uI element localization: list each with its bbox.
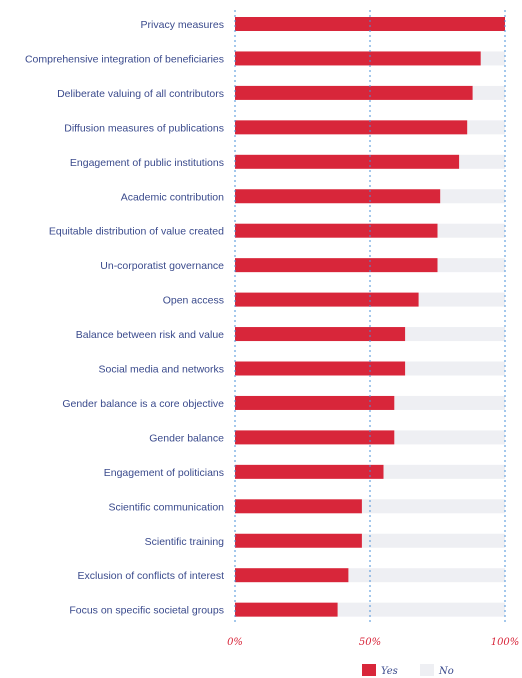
bar-yes-2 <box>235 85 473 100</box>
bar-no-9 <box>405 327 505 342</box>
x-tick-label: 50% <box>359 637 381 648</box>
bar-yes-0 <box>235 17 505 31</box>
bar-no-7 <box>437 258 505 273</box>
category-label: Social media and networks <box>99 364 224 376</box>
legend-swatch-yes <box>362 664 376 676</box>
bar-no-11 <box>394 395 505 410</box>
category-label: Focus on specific societal groups <box>69 605 224 617</box>
category-label: Open access <box>163 295 224 307</box>
bar-no-16 <box>348 568 505 583</box>
bar-no-1 <box>480 51 505 66</box>
bar-no-2 <box>472 85 505 100</box>
bar-yes-1 <box>235 51 481 66</box>
bar-yes-6 <box>235 223 438 238</box>
x-axis-tick-labels: 0% 50% 100% <box>227 637 519 648</box>
x-tick-label: 100% <box>491 637 520 648</box>
legend-label-yes: Yes <box>381 666 398 677</box>
yes-series-bars <box>235 17 505 617</box>
category-label: Engagement of politicians <box>104 467 224 479</box>
bar-yes-13 <box>235 464 384 479</box>
category-labels: Privacy measures Comprehensive integratio… <box>25 19 224 617</box>
category-label: Gender balance is a core objective <box>62 398 224 410</box>
category-label: Un-corporatist governance <box>100 260 224 272</box>
bar-yes-17 <box>235 602 338 617</box>
bar-no-17 <box>337 602 505 617</box>
category-label: Diffusion measures of publications <box>64 122 224 134</box>
category-label: Academic contribution <box>121 191 224 203</box>
bar-yes-8 <box>235 292 419 307</box>
bar-yes-14 <box>235 499 362 514</box>
gridlines <box>234 10 506 622</box>
x-tick-label: 0% <box>227 637 243 648</box>
category-label: Gender balance <box>149 432 224 444</box>
bar-no-10 <box>405 361 505 376</box>
category-label: Scientific training <box>145 536 225 548</box>
bar-yes-15 <box>235 533 362 548</box>
bar-no-8 <box>418 292 505 307</box>
bar-yes-9 <box>235 327 406 342</box>
bar-no-12 <box>394 430 505 445</box>
category-label: Equitable distribution of value created <box>49 226 224 238</box>
legend: Yes No <box>362 664 454 677</box>
category-label: Balance between risk and value <box>76 329 224 341</box>
bar-yes-16 <box>235 568 349 583</box>
no-series-bars <box>337 51 505 617</box>
bar-no-3 <box>467 120 505 135</box>
bar-yes-12 <box>235 430 395 445</box>
bar-yes-10 <box>235 361 406 376</box>
bar-no-13 <box>383 464 505 479</box>
legend-label-no: No <box>438 666 454 677</box>
bar-yes-3 <box>235 120 468 135</box>
bar-yes-7 <box>235 258 438 273</box>
bar-yes-5 <box>235 189 441 204</box>
bar-no-6 <box>437 223 505 238</box>
bar-no-15 <box>361 533 505 548</box>
category-label: Deliberate valuing of all contributors <box>57 88 224 100</box>
bar-no-5 <box>440 189 505 204</box>
bar-no-4 <box>459 154 505 169</box>
bar-no-14 <box>361 499 505 514</box>
category-label: Comprehensive integration of beneficiari… <box>25 53 224 65</box>
category-label: Exclusion of conflicts of interest <box>78 570 225 582</box>
category-label: Scientific communication <box>108 501 224 513</box>
category-label: Privacy measures <box>141 19 224 31</box>
bar-yes-11 <box>235 395 395 410</box>
bar-yes-4 <box>235 154 460 169</box>
category-label: Engagement of public institutions <box>70 157 224 169</box>
legend-swatch-no <box>420 664 434 676</box>
